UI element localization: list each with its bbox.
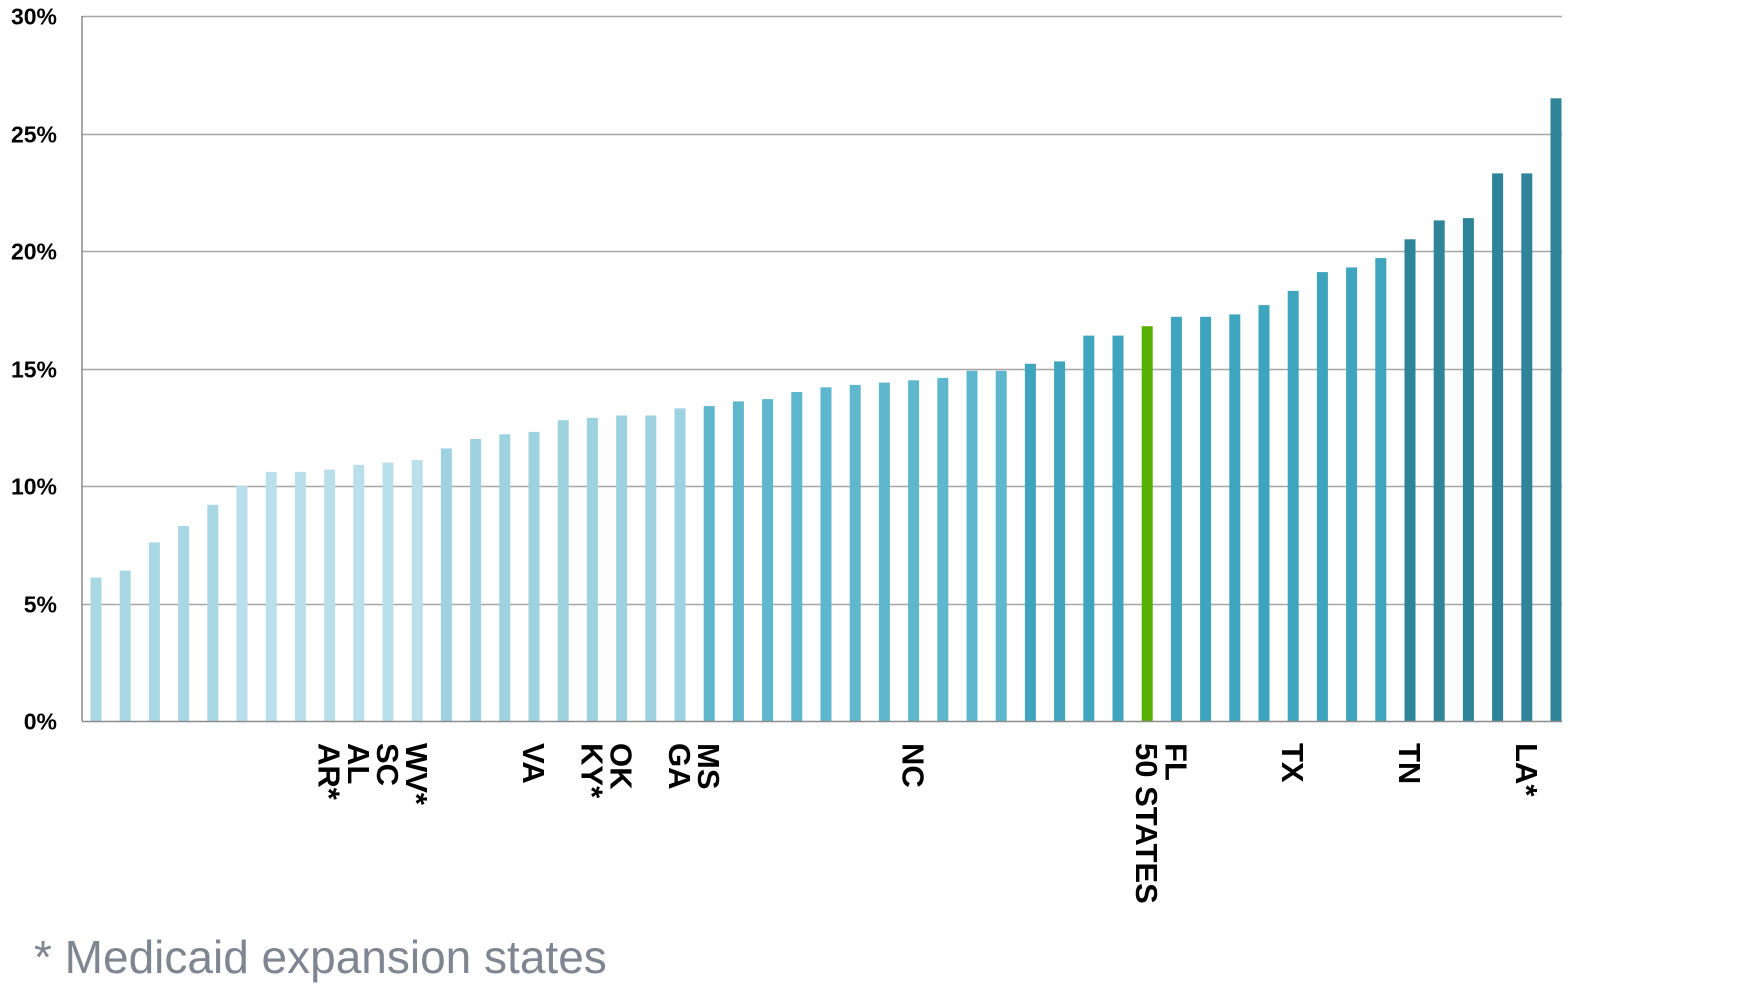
bar [557,420,569,721]
bar [849,384,861,721]
bar [966,370,978,721]
bar [674,408,686,721]
bar [732,401,744,721]
category-label: FL [1158,743,1193,781]
y-tick-label: 25% [11,122,57,148]
bar [265,471,277,721]
bar [1375,258,1387,721]
category-label: SC [370,743,405,786]
category-label: TX [1275,743,1310,783]
bar [207,504,219,721]
category-label: OK [604,743,639,790]
bar [937,377,949,721]
bar [703,406,715,721]
y-tick-label: 20% [11,239,57,265]
bars [90,98,1562,722]
category-label: GA [662,743,697,790]
y-tick-label: 15% [11,357,57,383]
footnote: * Medicaid expansion states [34,931,607,983]
bar [1083,335,1095,721]
bar [1404,239,1416,722]
bar [148,542,160,721]
bar [440,448,452,721]
bar [586,417,598,721]
bar [878,382,890,721]
bar [178,526,190,721]
bar [470,439,482,721]
category-label: KY* [574,743,609,799]
bar [499,434,511,721]
bar [1170,316,1182,721]
bar [528,431,540,721]
bar [1258,305,1270,721]
bar [1550,98,1562,722]
bar [90,577,102,721]
bar [1346,267,1358,721]
category-label: LA* [1509,743,1544,797]
category-label: 50 STATES [1129,743,1164,904]
bar [1433,220,1445,721]
category-label: NC [896,743,931,788]
category-label: VA [516,743,551,784]
bar [1316,272,1328,721]
bar [1287,290,1299,721]
bar [411,460,423,721]
bar [1141,326,1153,721]
category-label: WV* [399,743,434,806]
axes [81,16,1562,723]
bar [119,570,131,721]
bar [995,370,1007,721]
y-tick-labels: 0% 5% 10% 15% 20% 25% 30% [11,4,57,735]
bar [908,380,920,722]
bar [1024,363,1036,721]
bar [382,462,394,721]
bar [791,392,803,721]
category-label: TN [1392,743,1427,784]
bar [1521,173,1533,721]
bar [353,464,365,721]
bar [236,486,248,721]
bar [820,387,832,721]
bar [616,415,628,721]
bar [1229,314,1241,721]
bar [294,471,306,721]
y-tick-label: 0% [24,709,57,735]
category-label: AL [341,743,376,784]
bar [1054,361,1066,721]
bar [1112,335,1124,721]
bar [762,399,774,721]
y-tick-label: 30% [11,4,57,30]
bar [1200,316,1212,721]
category-label: MS [691,743,726,790]
bar [1492,173,1504,721]
bar [645,415,657,721]
y-tick-label: 5% [24,592,57,618]
bar [1462,218,1474,721]
category-label: AR* [312,743,347,801]
y-tick-label: 10% [11,474,57,500]
bar [324,469,336,721]
